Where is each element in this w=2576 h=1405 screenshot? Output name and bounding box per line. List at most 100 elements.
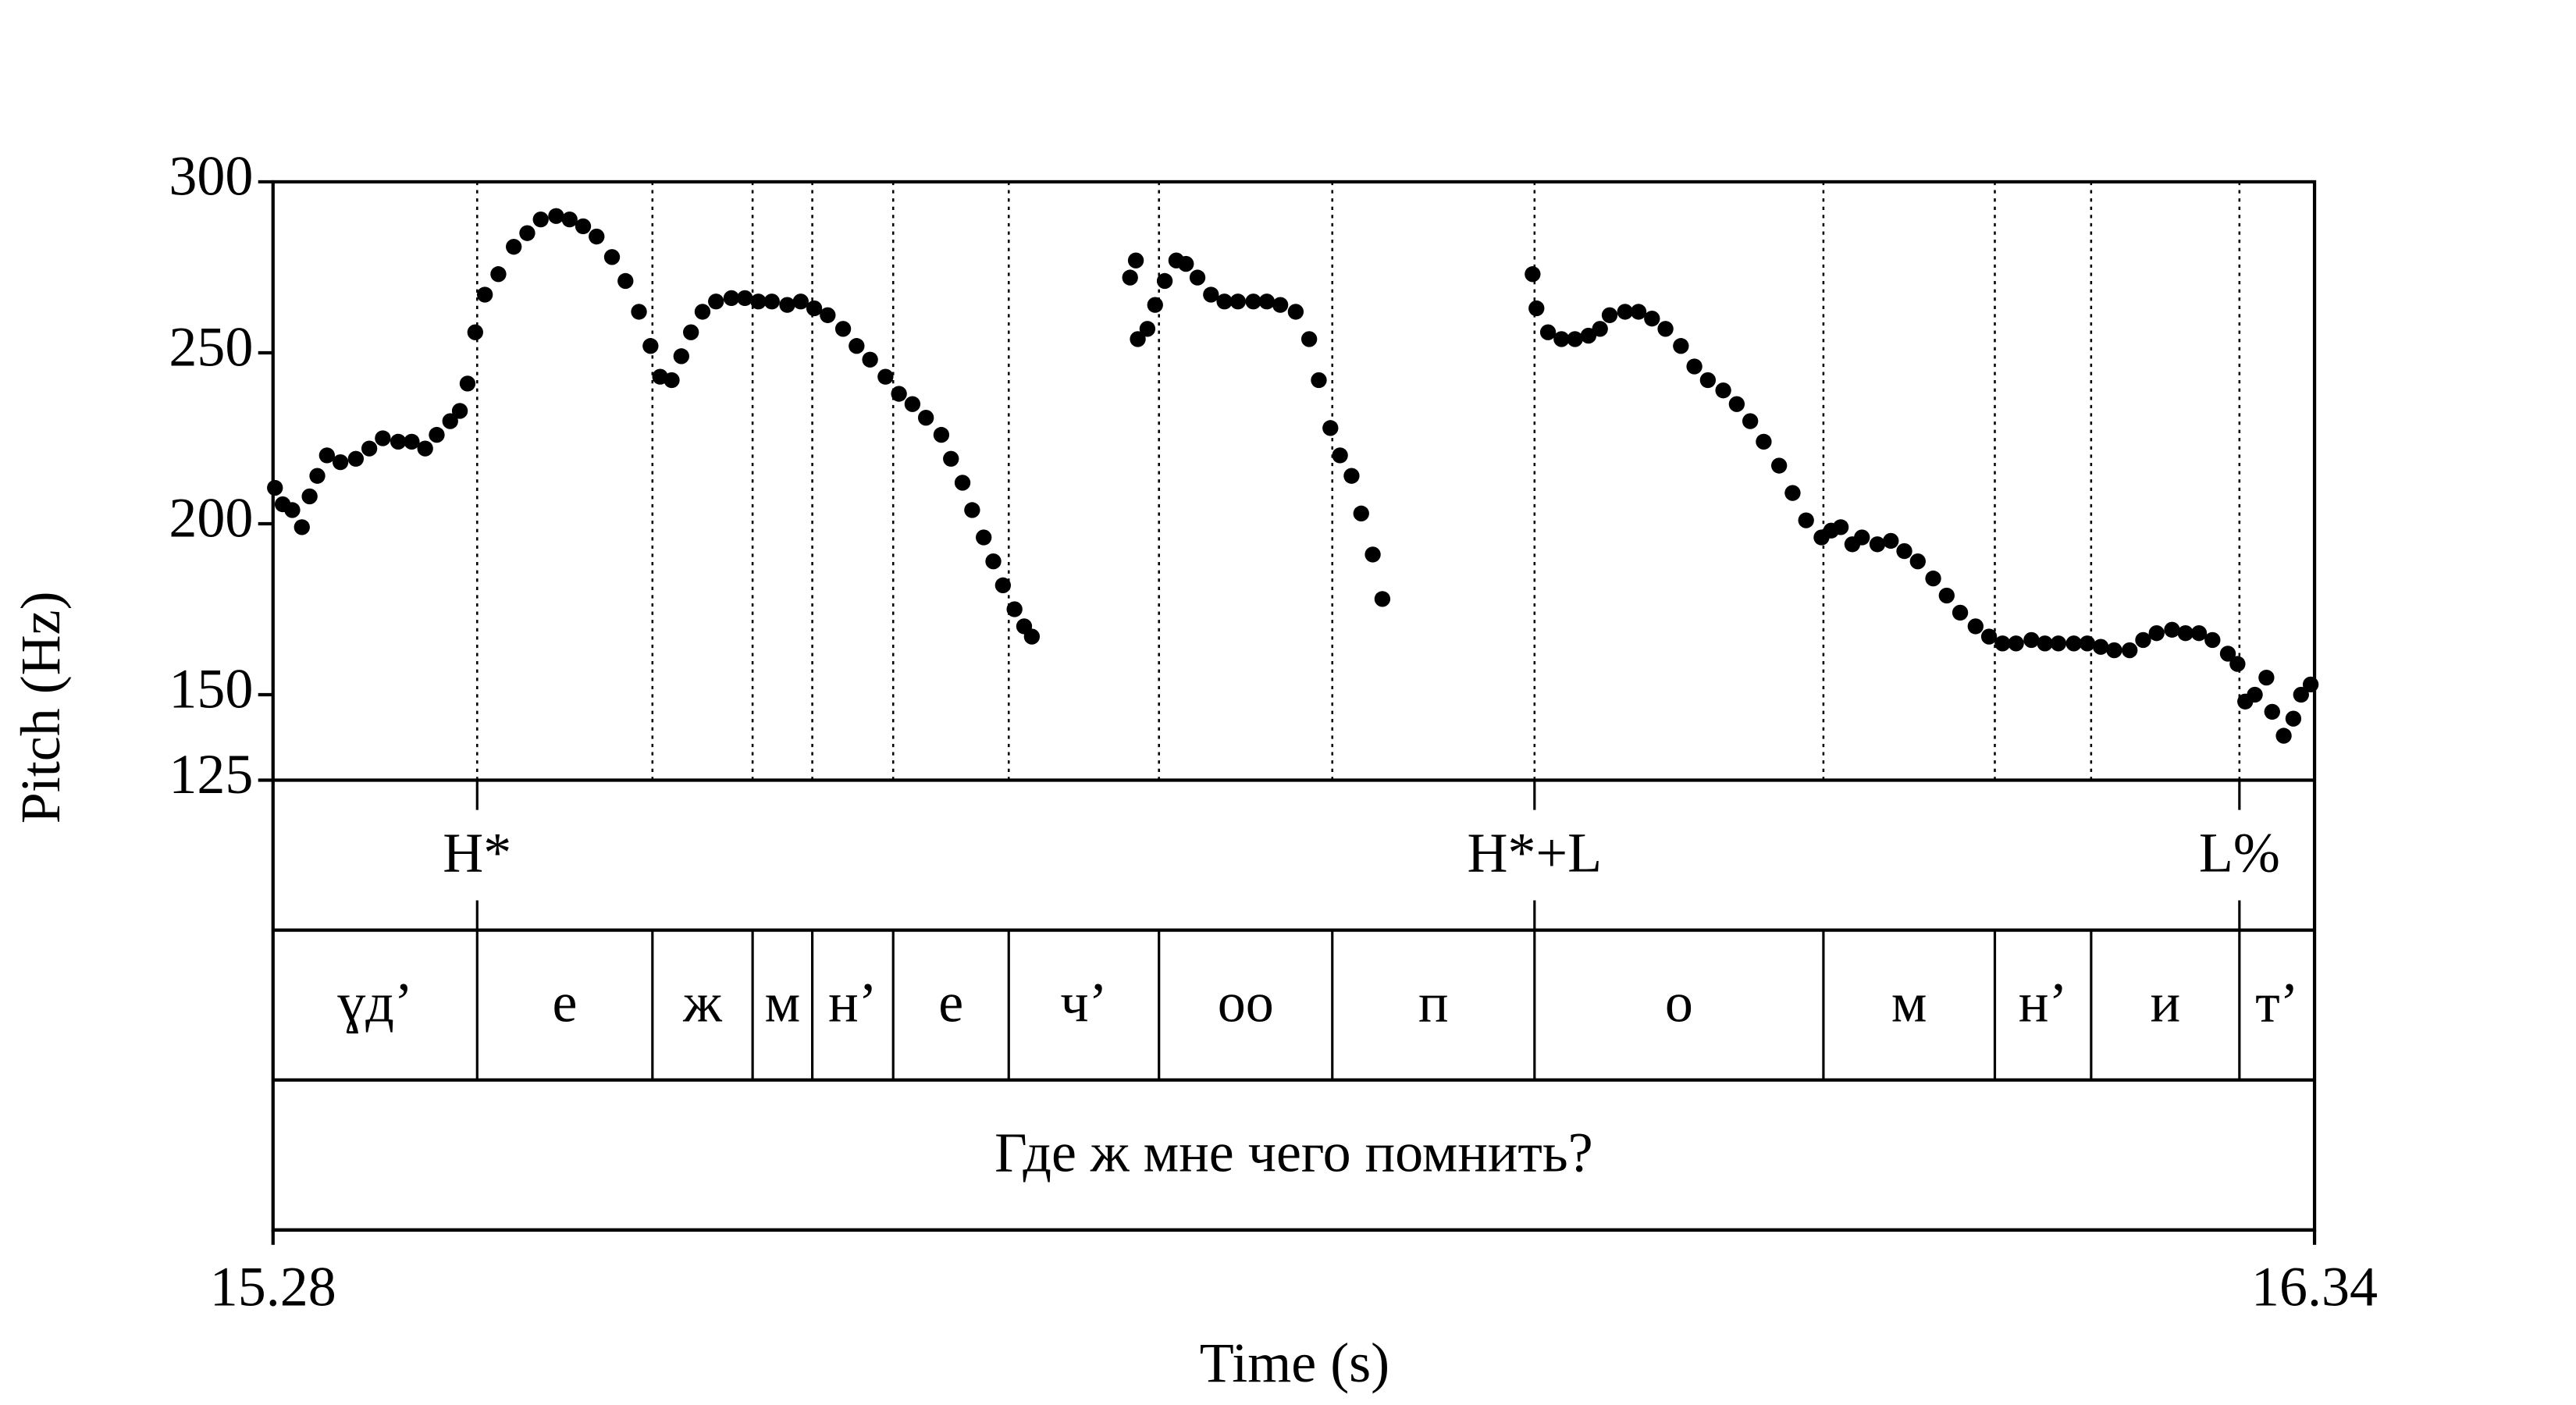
pitch-point bbox=[1630, 304, 1647, 320]
pitch-point bbox=[763, 293, 780, 310]
pitch-point bbox=[2122, 642, 2138, 659]
pitch-point bbox=[708, 293, 724, 310]
pitch-point bbox=[1617, 304, 1633, 320]
pitch-point bbox=[2164, 621, 2180, 638]
pitch-point bbox=[301, 488, 318, 505]
pitch-point bbox=[1952, 604, 1969, 621]
pitch-point bbox=[404, 433, 420, 450]
pitch-point bbox=[284, 502, 301, 518]
pitch-point bbox=[2177, 625, 2194, 642]
interval-label: п bbox=[1418, 971, 1449, 1033]
pitch-point bbox=[267, 479, 283, 496]
pitch-point bbox=[1770, 457, 1788, 474]
pitch-point bbox=[891, 386, 907, 402]
pitch-point bbox=[2285, 710, 2302, 727]
y-tick-label: 125 bbox=[169, 743, 253, 806]
pitch-point bbox=[642, 338, 659, 354]
pitch-point bbox=[467, 324, 483, 340]
pitch-point bbox=[834, 321, 852, 337]
interval-label: ч’ bbox=[1060, 971, 1107, 1033]
pitch-point bbox=[1528, 300, 1545, 317]
pitch-point bbox=[806, 300, 823, 317]
pitch-point bbox=[954, 475, 971, 491]
pitch-point bbox=[2219, 646, 2236, 662]
interval-label: н’ bbox=[2019, 971, 2068, 1033]
interval-label: ж bbox=[682, 971, 723, 1033]
pitch-point bbox=[1130, 331, 1146, 347]
pitch-point bbox=[2247, 686, 2263, 703]
pitch-point bbox=[682, 324, 699, 340]
pitch-point bbox=[2293, 686, 2309, 703]
plot-frame bbox=[271, 180, 2317, 1232]
pitch-point bbox=[631, 304, 647, 320]
tone-label: H*+L bbox=[1468, 821, 1603, 884]
pitch-point bbox=[779, 297, 795, 313]
pitch-point bbox=[664, 372, 680, 389]
pitch-point bbox=[994, 577, 1012, 594]
pitch-point bbox=[877, 368, 894, 385]
interval-label: оо bbox=[1218, 971, 1274, 1033]
pitch-point bbox=[1699, 372, 1717, 389]
pitch-point bbox=[2079, 635, 2096, 652]
interval-label: о bbox=[1665, 971, 1693, 1033]
pitch-point bbox=[2229, 656, 2246, 672]
pitch-point bbox=[673, 348, 689, 365]
pitch-point bbox=[1374, 591, 1391, 607]
pitch-point bbox=[1300, 331, 1318, 347]
pitch-point bbox=[1127, 252, 1144, 269]
pitch-point bbox=[1343, 468, 1360, 484]
pitch-point bbox=[1332, 447, 1348, 464]
x-axis-label: Time (s) bbox=[1200, 1332, 1389, 1394]
pitch-point bbox=[1539, 324, 1557, 340]
pitch-point bbox=[2275, 727, 2292, 744]
pitch-point bbox=[2148, 625, 2165, 642]
interval-label: и bbox=[2151, 971, 2181, 1033]
pitch-point bbox=[964, 502, 980, 518]
pitch-point bbox=[1909, 553, 1926, 570]
pitch-point bbox=[603, 249, 621, 265]
interval-label: м bbox=[1891, 971, 1927, 1033]
pitch-point bbox=[737, 290, 753, 307]
pitch-point bbox=[1525, 266, 1541, 283]
pitch-point bbox=[442, 413, 458, 429]
pitch-point bbox=[943, 450, 959, 467]
pitch-point bbox=[1006, 601, 1023, 617]
pitch-point bbox=[1216, 293, 1233, 310]
pitch-point bbox=[589, 228, 605, 245]
pitch-point bbox=[532, 211, 549, 228]
tone-label: L% bbox=[2199, 821, 2280, 884]
pitch-point bbox=[1938, 587, 1955, 604]
pitch-point bbox=[1742, 413, 1759, 429]
pitch-point bbox=[451, 403, 468, 419]
pitch-point bbox=[2264, 703, 2280, 720]
pitch-point bbox=[429, 426, 445, 443]
pitch-point bbox=[294, 519, 310, 535]
pitch-point bbox=[985, 553, 1002, 570]
y-tick-label: 200 bbox=[169, 487, 253, 550]
interval-label: Где ж мне чего помнить? bbox=[994, 1121, 1593, 1183]
pitch-point bbox=[1601, 307, 1618, 323]
pitch-point bbox=[1147, 297, 1163, 313]
pitch-point bbox=[1553, 331, 1570, 347]
pitch-point bbox=[1715, 382, 1731, 399]
tone-label: H* bbox=[443, 821, 511, 884]
pitch-point bbox=[318, 447, 336, 464]
pitch-point bbox=[1122, 269, 1138, 286]
pitch-point bbox=[1756, 433, 1772, 450]
pitch-point bbox=[417, 440, 433, 457]
pitch-point bbox=[792, 293, 809, 310]
pitch-point bbox=[390, 433, 407, 450]
pitch-point bbox=[1287, 304, 1304, 320]
pitch-point bbox=[332, 454, 349, 471]
pitch-point bbox=[862, 351, 878, 368]
pitch-point bbox=[933, 426, 950, 443]
pitch-point bbox=[2037, 635, 2053, 652]
pitch-point bbox=[1832, 519, 1849, 535]
pitch-point bbox=[1580, 327, 1597, 344]
interval-label: н’ bbox=[828, 971, 877, 1033]
pitch-point bbox=[2023, 631, 2040, 649]
pitch-point bbox=[1178, 255, 1194, 272]
pitch-point bbox=[1353, 505, 1369, 522]
